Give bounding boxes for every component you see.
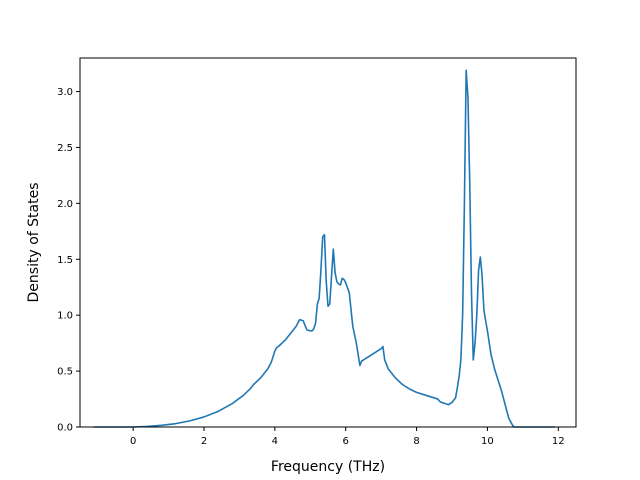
x-tick-label: 4	[272, 436, 278, 447]
y-tick-label: 1.5	[57, 255, 73, 266]
x-tick-label: 2	[201, 436, 207, 447]
plot-frame	[79, 57, 577, 428]
y-axis-label: Density of States	[26, 183, 42, 303]
x-tick-label: 0	[130, 436, 136, 447]
y-tick-label: 3.0	[57, 87, 73, 98]
x-axis-label: Frequency (THz)	[271, 459, 385, 475]
x-tick-label: 8	[413, 436, 419, 447]
y-tick-label: 2.5	[57, 143, 73, 154]
x-axis-ticks: 0 2 4 6 8 10 12	[130, 427, 565, 447]
x-tick-label: 10	[481, 436, 494, 447]
series-layer	[93, 69, 556, 428]
y-tick-label: 0.5	[57, 367, 73, 378]
y-tick-label: 1.0	[57, 311, 73, 322]
y-axis-ticks: 0.0 0.5 1.0 1.5 2.0 2.5 3.0	[57, 87, 80, 434]
x-tick-label: 6	[343, 436, 349, 447]
y-tick-label: 0.0	[57, 423, 73, 434]
y-tick-label: 2.0	[57, 199, 73, 210]
x-tick-label: 12	[552, 436, 565, 447]
dos-series-line	[93, 69, 556, 428]
